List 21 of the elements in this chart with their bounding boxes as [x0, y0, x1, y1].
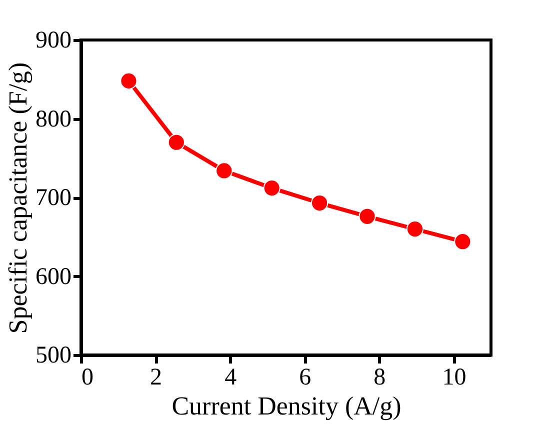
x-tick-label: 0 — [82, 364, 94, 390]
x-tick-label: 8 — [374, 364, 386, 390]
x-tick-label: 6 — [299, 364, 312, 390]
y-tick-label: 700 — [36, 185, 72, 211]
point — [454, 233, 472, 250]
y-tick-label: 500 — [36, 342, 72, 368]
point — [168, 134, 185, 151]
x-tick-label: 4 — [224, 364, 237, 390]
y-tick-label: 900 — [36, 28, 72, 54]
point — [120, 72, 138, 90]
point — [263, 180, 280, 197]
x-axis-title: Current Density (A/g) — [172, 392, 402, 420]
point — [310, 194, 328, 212]
y-axis-title: Specific capacitance (F/g) — [4, 62, 32, 334]
x-tick-label: 2 — [150, 364, 162, 390]
point — [358, 208, 376, 225]
y-tick-label: 800 — [36, 106, 72, 132]
point — [216, 162, 233, 180]
y-tick-label: 600 — [36, 264, 72, 290]
x-tick-label: 10 — [442, 364, 466, 390]
point — [406, 220, 424, 238]
